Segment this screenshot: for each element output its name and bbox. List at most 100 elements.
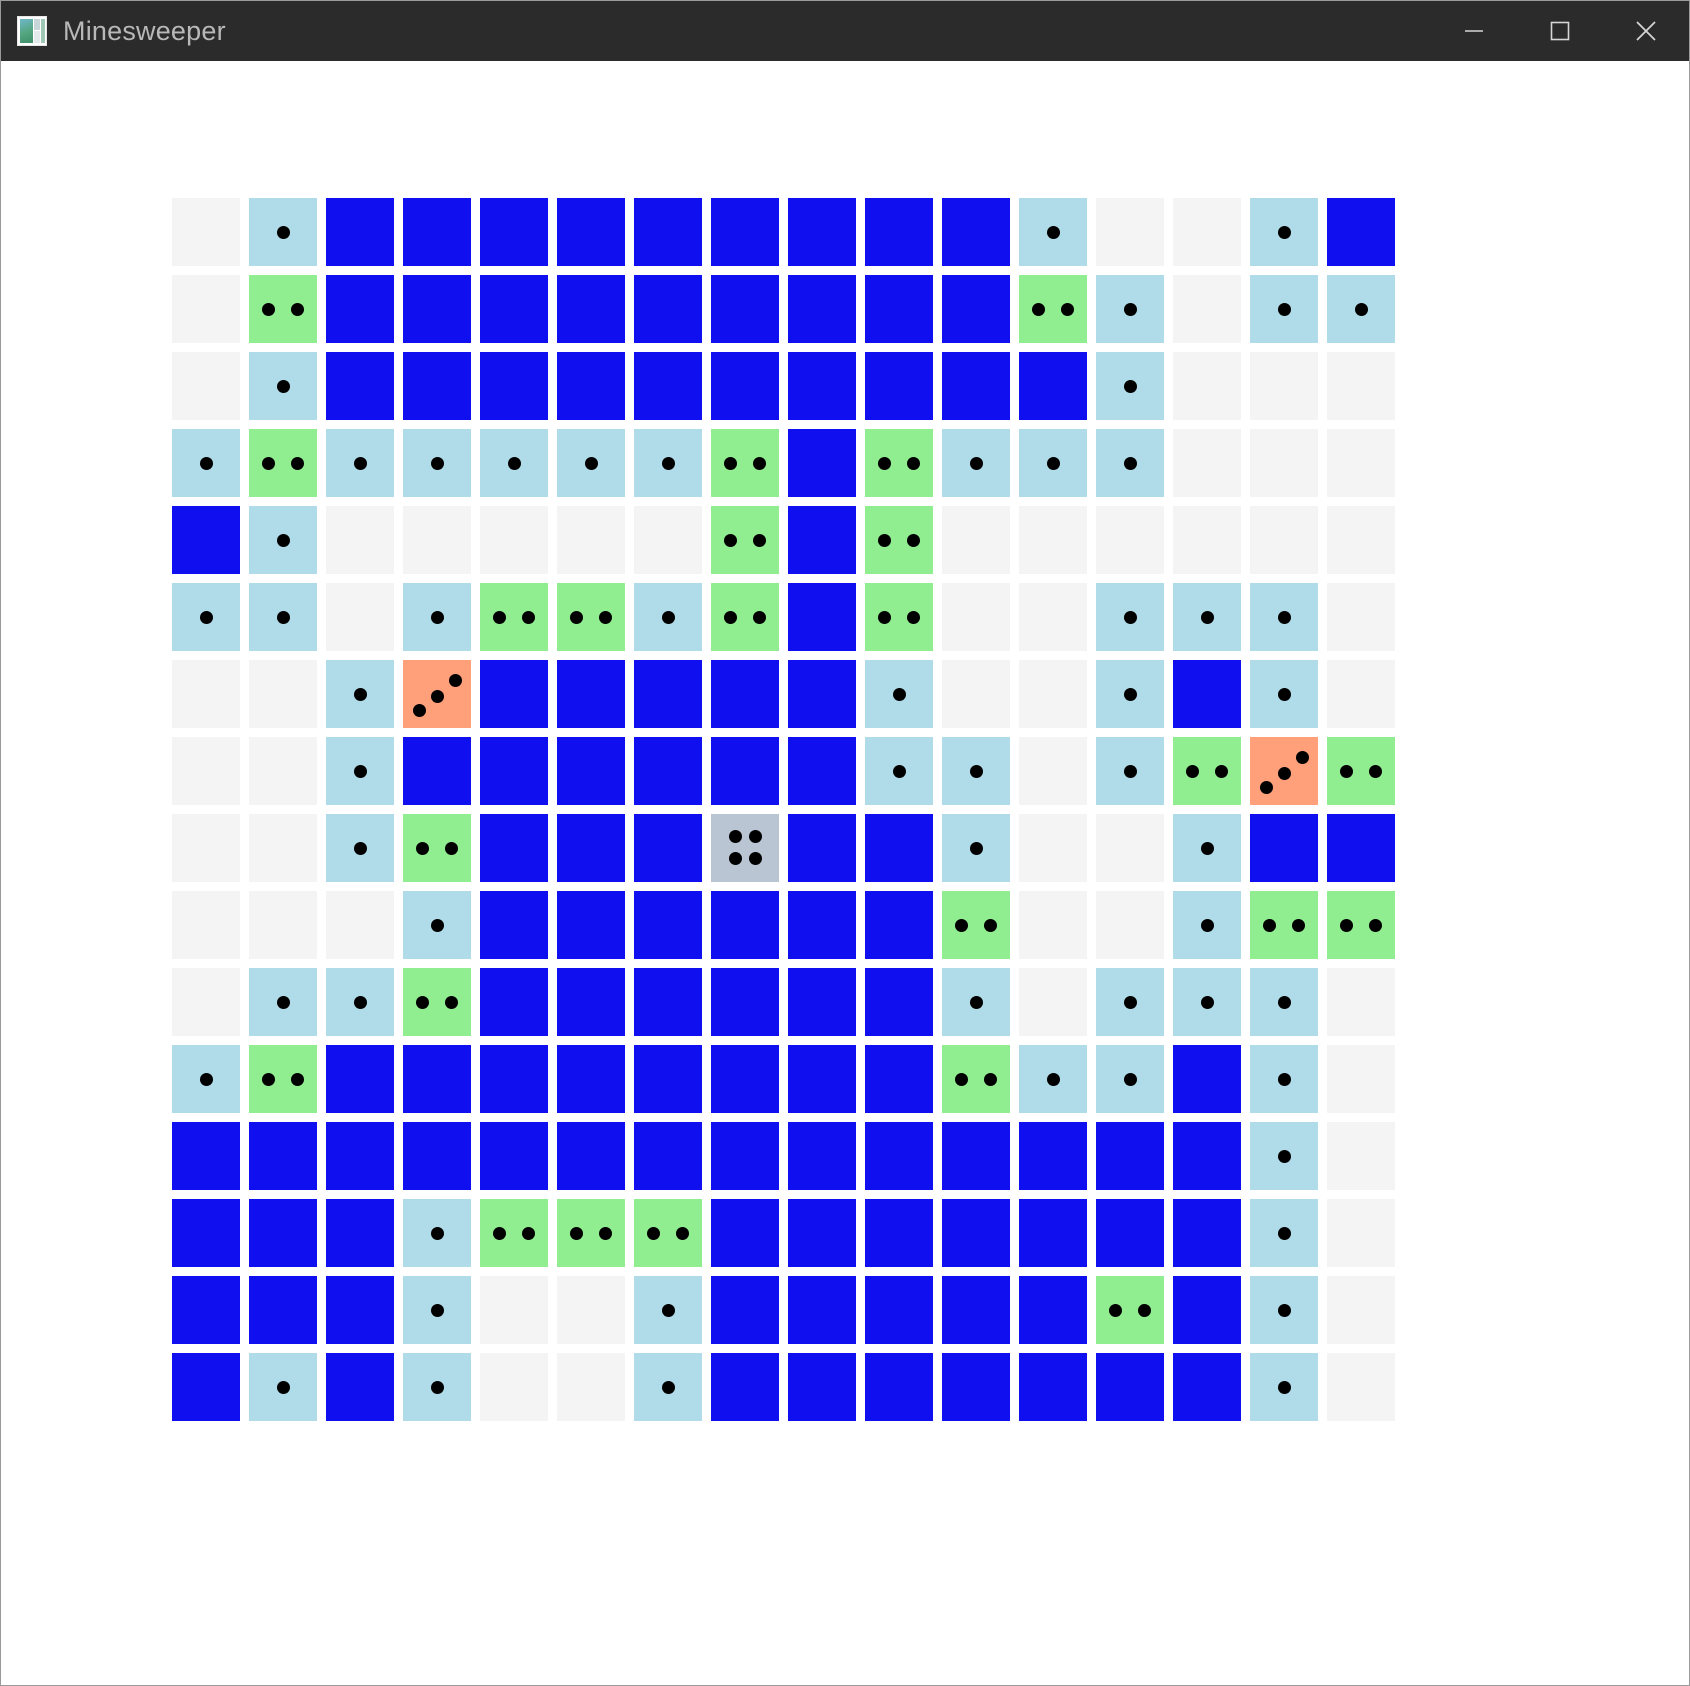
grid-cell[interactable] <box>634 1122 702 1190</box>
grid-cell[interactable] <box>249 275 317 343</box>
grid-cell[interactable] <box>1019 660 1087 728</box>
grid-cell[interactable] <box>1250 583 1318 651</box>
grid-cell[interactable] <box>172 429 240 497</box>
grid-cell[interactable] <box>172 1122 240 1190</box>
grid-cell[interactable] <box>711 968 779 1036</box>
grid-cell[interactable] <box>249 737 317 805</box>
grid-cell[interactable] <box>249 506 317 574</box>
grid-cell[interactable] <box>1096 1045 1164 1113</box>
grid-cell[interactable] <box>1019 968 1087 1036</box>
grid-cell[interactable] <box>1096 814 1164 882</box>
grid-cell[interactable] <box>634 429 702 497</box>
grid-cell[interactable] <box>249 891 317 959</box>
grid-cell[interactable] <box>557 891 625 959</box>
grid-cell[interactable] <box>249 814 317 882</box>
grid-cell[interactable] <box>326 352 394 420</box>
grid-cell[interactable] <box>403 198 471 266</box>
grid-cell[interactable] <box>480 506 548 574</box>
grid-cell[interactable] <box>326 1122 394 1190</box>
grid-cell[interactable] <box>1019 198 1087 266</box>
grid-cell[interactable] <box>172 275 240 343</box>
grid-cell[interactable] <box>788 1045 856 1113</box>
grid-cell[interactable] <box>865 198 933 266</box>
grid-cell[interactable] <box>172 583 240 651</box>
grid-cell[interactable] <box>865 583 933 651</box>
grid-cell[interactable] <box>942 506 1010 574</box>
grid-cell[interactable] <box>788 506 856 574</box>
grid-cell[interactable] <box>942 1045 1010 1113</box>
grid-cell[interactable] <box>403 814 471 882</box>
grid-cell[interactable] <box>1327 198 1395 266</box>
grid-cell[interactable] <box>711 660 779 728</box>
grid-cell[interactable] <box>1019 583 1087 651</box>
grid-cell[interactable] <box>557 1276 625 1344</box>
grid-cell[interactable] <box>788 198 856 266</box>
grid-cell[interactable] <box>634 968 702 1036</box>
grid-cell[interactable] <box>942 352 1010 420</box>
grid-cell[interactable] <box>1173 1353 1241 1421</box>
grid-cell[interactable] <box>1096 968 1164 1036</box>
grid-cell[interactable] <box>1250 891 1318 959</box>
grid-cell[interactable] <box>1327 1199 1395 1267</box>
grid-cell[interactable] <box>865 891 933 959</box>
grid-cell[interactable] <box>557 1045 625 1113</box>
grid-cell[interactable] <box>1327 814 1395 882</box>
minesweeper-grid[interactable] <box>172 198 1395 1421</box>
grid-cell[interactable] <box>942 198 1010 266</box>
grid-cell[interactable] <box>1096 1276 1164 1344</box>
grid-cell[interactable] <box>711 352 779 420</box>
grid-cell[interactable] <box>403 1276 471 1344</box>
grid-cell[interactable] <box>1096 891 1164 959</box>
grid-cell[interactable] <box>326 891 394 959</box>
grid-cell[interactable] <box>480 968 548 1036</box>
grid-cell[interactable] <box>403 737 471 805</box>
grid-cell[interactable] <box>711 275 779 343</box>
grid-cell[interactable] <box>480 1276 548 1344</box>
grid-cell[interactable] <box>172 198 240 266</box>
grid-cell[interactable] <box>1019 352 1087 420</box>
grid-cell[interactable] <box>557 506 625 574</box>
grid-cell[interactable] <box>634 1353 702 1421</box>
grid-cell[interactable] <box>1327 1045 1395 1113</box>
grid-cell[interactable] <box>326 506 394 574</box>
grid-cell[interactable] <box>326 660 394 728</box>
grid-cell[interactable] <box>249 198 317 266</box>
grid-cell[interactable] <box>480 1199 548 1267</box>
grid-cell[interactable] <box>403 429 471 497</box>
grid-cell[interactable] <box>403 275 471 343</box>
grid-cell[interactable] <box>942 1353 1010 1421</box>
grid-cell[interactable] <box>1096 429 1164 497</box>
grid-cell[interactable] <box>1250 429 1318 497</box>
grid-cell[interactable] <box>1173 429 1241 497</box>
grid-cell[interactable] <box>1096 352 1164 420</box>
grid-cell[interactable] <box>557 352 625 420</box>
grid-cell[interactable] <box>249 1276 317 1344</box>
grid-cell[interactable] <box>711 814 779 882</box>
grid-cell[interactable] <box>1250 737 1318 805</box>
grid-cell[interactable] <box>634 737 702 805</box>
grid-cell[interactable] <box>711 1045 779 1113</box>
grid-cell[interactable] <box>1327 506 1395 574</box>
grid-cell[interactable] <box>249 1353 317 1421</box>
grid-cell[interactable] <box>711 198 779 266</box>
grid-cell[interactable] <box>1173 891 1241 959</box>
grid-cell[interactable] <box>1327 660 1395 728</box>
grid-cell[interactable] <box>557 814 625 882</box>
grid-cell[interactable] <box>403 506 471 574</box>
grid-cell[interactable] <box>1173 198 1241 266</box>
grid-cell[interactable] <box>403 1199 471 1267</box>
grid-cell[interactable] <box>249 429 317 497</box>
grid-cell[interactable] <box>172 968 240 1036</box>
grid-cell[interactable] <box>788 1199 856 1267</box>
grid-cell[interactable] <box>1019 1199 1087 1267</box>
grid-cell[interactable] <box>403 583 471 651</box>
grid-cell[interactable] <box>1173 660 1241 728</box>
grid-cell[interactable] <box>711 429 779 497</box>
grid-cell[interactable] <box>942 1122 1010 1190</box>
grid-cell[interactable] <box>942 660 1010 728</box>
grid-cell[interactable] <box>865 660 933 728</box>
grid-cell[interactable] <box>172 1276 240 1344</box>
grid-cell[interactable] <box>403 660 471 728</box>
grid-cell[interactable] <box>865 1199 933 1267</box>
grid-cell[interactable] <box>1327 1122 1395 1190</box>
